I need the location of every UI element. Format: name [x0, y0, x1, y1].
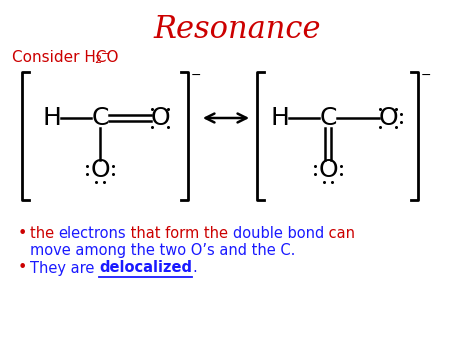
Text: •: • — [18, 225, 27, 240]
Text: move among the two O’s and the C.: move among the two O’s and the C. — [30, 242, 295, 257]
Text: electrons: electrons — [59, 225, 127, 240]
Text: O: O — [318, 158, 338, 182]
Text: They are: They are — [30, 261, 99, 275]
Text: −: − — [101, 49, 110, 59]
Text: the: the — [30, 225, 59, 240]
Text: O: O — [90, 158, 110, 182]
Text: can: can — [324, 225, 355, 240]
Text: 2: 2 — [94, 55, 101, 65]
Text: O: O — [378, 106, 398, 130]
Text: Consider HCO: Consider HCO — [12, 49, 118, 65]
Text: Resonance: Resonance — [153, 15, 321, 45]
Text: C: C — [91, 106, 109, 130]
Text: H: H — [43, 106, 62, 130]
Text: −: − — [191, 69, 201, 82]
Text: H: H — [271, 106, 290, 130]
Text: O: O — [150, 106, 170, 130]
Text: that form the: that form the — [127, 225, 233, 240]
Text: .: . — [192, 261, 197, 275]
Text: C: C — [319, 106, 337, 130]
Text: double bond: double bond — [233, 225, 324, 240]
Text: −: − — [421, 69, 431, 82]
Text: •: • — [18, 261, 27, 275]
Text: delocalized: delocalized — [99, 261, 192, 275]
